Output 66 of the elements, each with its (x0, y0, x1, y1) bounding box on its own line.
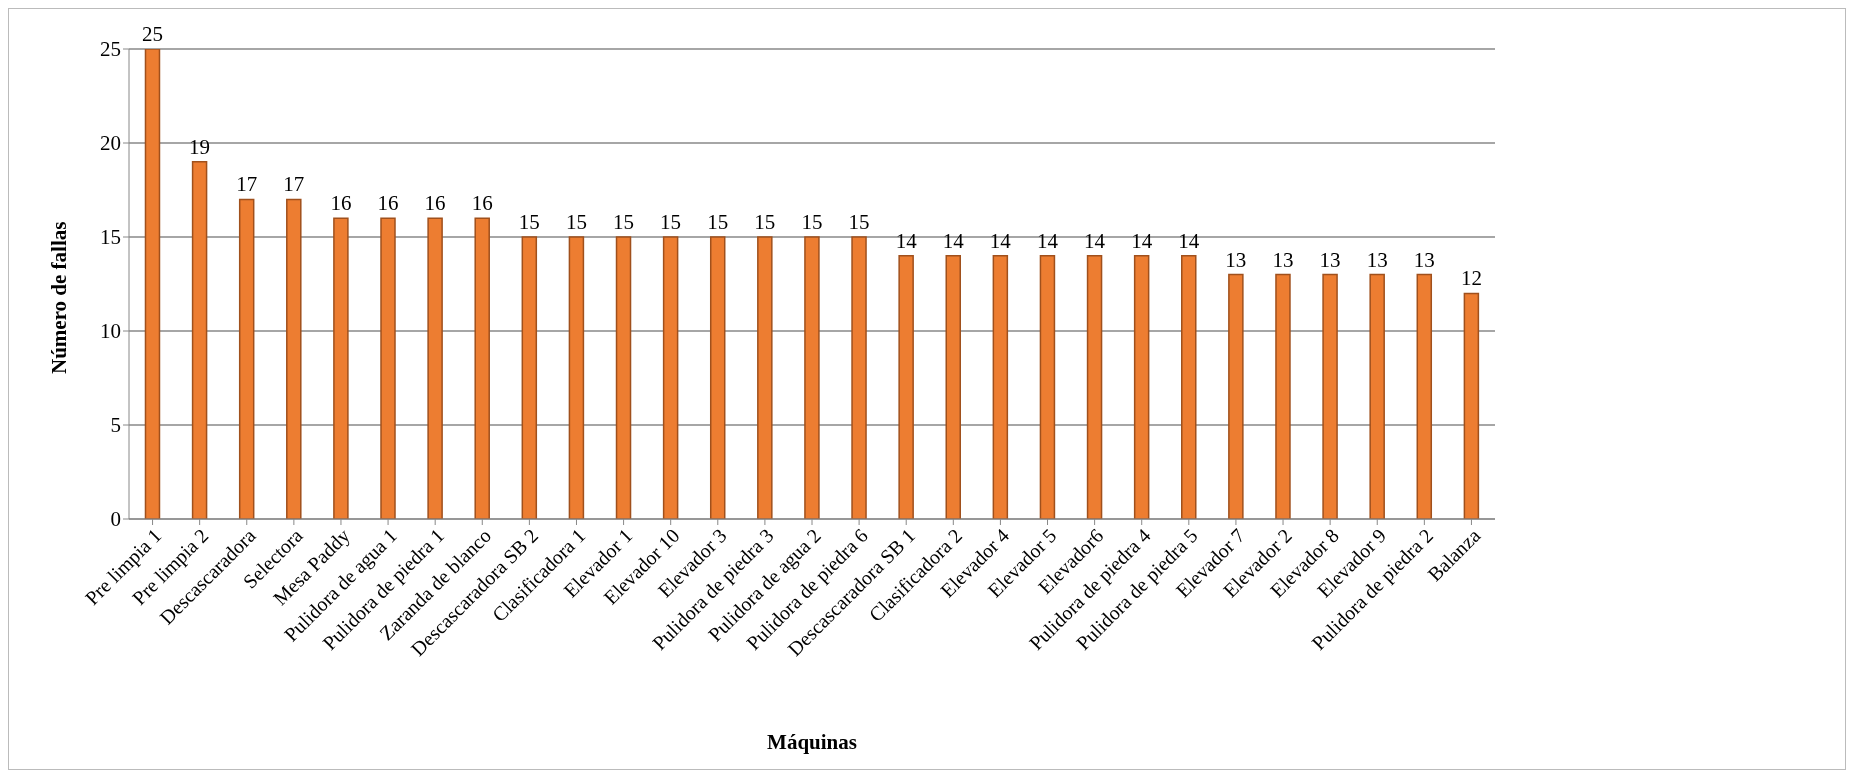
data-label: 14 (1084, 228, 1106, 253)
data-label: 13 (1319, 247, 1341, 272)
bar (144, 49, 161, 519)
bar (568, 236, 585, 519)
bar (238, 198, 255, 519)
bar (757, 236, 773, 519)
data-label: 16 (424, 191, 446, 216)
data-label: 14 (895, 228, 918, 253)
bar (1322, 273, 1338, 519)
data-label: 15 (848, 210, 870, 234)
data-label: 25 (141, 22, 163, 46)
bar (1039, 255, 1056, 519)
bar (1133, 255, 1150, 519)
data-label: 15 (660, 210, 682, 234)
data-label: 14 (989, 228, 1012, 253)
bar (615, 236, 632, 519)
bar (1181, 255, 1197, 519)
bar (992, 255, 1009, 519)
data-label: 15 (707, 210, 729, 234)
data-label: 17 (236, 172, 258, 197)
bar (1463, 292, 1480, 519)
bar (945, 255, 961, 519)
bar (898, 255, 914, 519)
data-label: 14 (1178, 228, 1200, 253)
bar (333, 217, 349, 519)
bar (1416, 273, 1433, 519)
data-label: 15 (565, 210, 587, 234)
y-tick-label: 15 (100, 225, 121, 250)
data-label: 14 (1036, 228, 1059, 253)
bar (1086, 255, 1103, 519)
data-label: 19 (189, 134, 211, 159)
data-label: 16 (377, 191, 399, 216)
bar (1228, 273, 1244, 519)
data-label: 15 (801, 210, 823, 234)
data-label: 13 (1272, 247, 1294, 272)
data-label: 15 (613, 210, 635, 234)
bar (286, 198, 302, 519)
bar (427, 217, 443, 519)
data-label: 13 (1366, 247, 1388, 272)
bar (1369, 273, 1385, 519)
data-label: 12 (1460, 266, 1482, 291)
y-tick-label: 25 (100, 37, 121, 62)
data-label: 14 (942, 228, 965, 253)
y-tick-label: 5 (110, 413, 121, 438)
y-tick-label: 0 (110, 507, 121, 532)
bar (804, 236, 820, 519)
y-tick-label: 10 (100, 319, 121, 344)
data-label: 16 (330, 191, 352, 216)
data-label: 13 (1225, 247, 1247, 272)
bar (191, 161, 208, 519)
bar (851, 236, 867, 519)
data-label: 14 (1131, 228, 1153, 253)
data-label: 13 (1413, 247, 1435, 272)
y-tick-label: 20 (100, 131, 121, 156)
bar (709, 236, 726, 519)
data-label: 16 (471, 191, 493, 216)
bar (1275, 273, 1291, 519)
bar (662, 236, 679, 519)
bar (380, 217, 396, 519)
data-label: 15 (754, 210, 776, 234)
bar (474, 217, 490, 519)
data-label: 17 (283, 172, 305, 197)
x-axis-title: Máquinas (767, 730, 857, 754)
y-axis-title: Número de fallas (47, 221, 72, 374)
bar (521, 236, 538, 519)
data-label: 15 (518, 210, 540, 234)
